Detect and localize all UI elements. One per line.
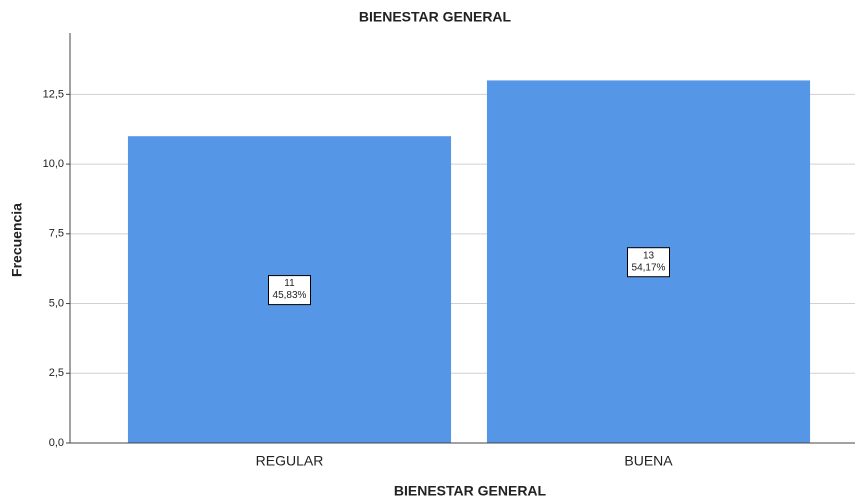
data-label: 11 [284, 278, 295, 289]
y-tick-label: 7,5 [49, 228, 64, 240]
data-label-box [627, 247, 670, 278]
chart-title: BIENESTAR GENERAL [359, 9, 512, 25]
y-tick-label: 5,0 [49, 297, 64, 309]
data-label-percent: 54,17% [632, 262, 666, 273]
x-tick-label: REGULAR [256, 453, 324, 469]
data-label: 13 [643, 250, 655, 261]
data-label-box [268, 275, 311, 306]
y-tick-label: 10,0 [43, 158, 64, 170]
data-label-percent: 45,83% [273, 290, 307, 301]
y-tick-label: 0,0 [49, 437, 64, 449]
y-tick-label: 12,5 [43, 88, 64, 100]
x-axis-title: BIENESTAR GENERAL [394, 483, 547, 499]
y-tick-label: 2,5 [49, 367, 64, 379]
y-axis-title: Frecuencia [9, 203, 25, 277]
x-tick-label: BUENA [624, 453, 673, 469]
